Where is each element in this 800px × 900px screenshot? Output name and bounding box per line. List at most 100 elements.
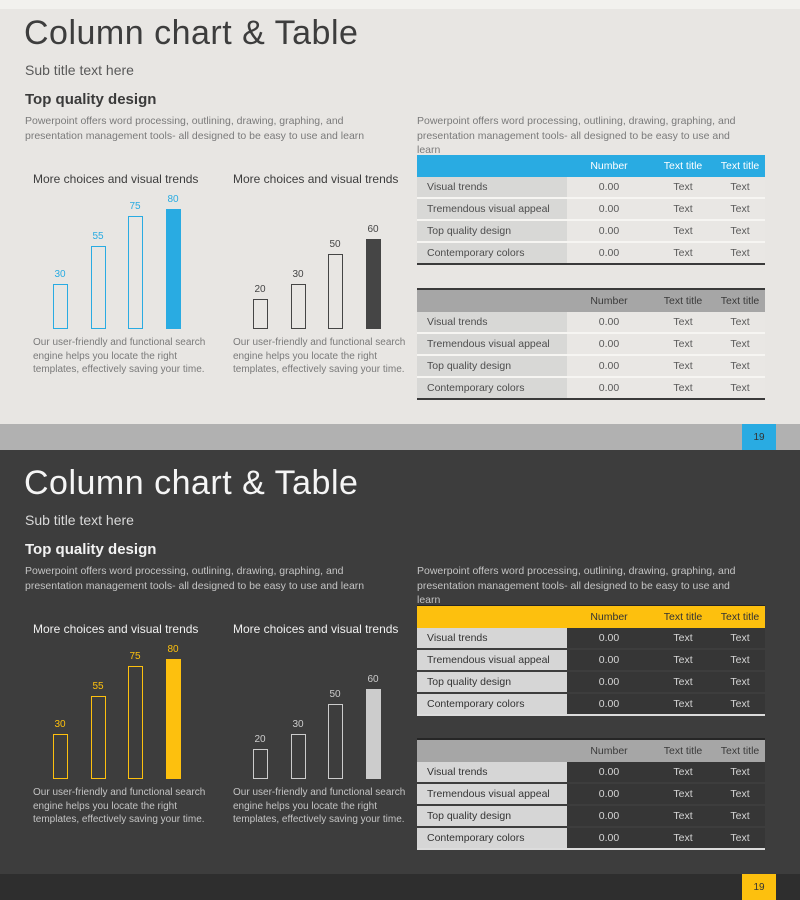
table-row: Visual trends 0.00 Text Text <box>417 177 765 199</box>
table-header-row: Number Text title Text title <box>417 740 765 762</box>
table-cell: Text <box>651 356 715 376</box>
table-cell: Text <box>651 199 715 219</box>
table-cell: 0.00 <box>567 628 651 648</box>
table-cell: Contemporary colors <box>417 243 567 263</box>
table-cell: Text <box>651 784 715 804</box>
column-chart-2: More choices and visual trends 20 30 50 60 Ou… <box>233 622 429 837</box>
table-cell: Text <box>651 221 715 241</box>
table-row: Tremendous visual appeal 0.00 Text Text <box>417 650 765 672</box>
table-header-cell: Text title <box>663 295 703 307</box>
section-heading: Top quality design <box>25 91 157 108</box>
page-subtitle: Sub title text here <box>25 62 134 78</box>
chart-bar-value: 55 <box>92 231 104 242</box>
table-header-cell: Text title <box>720 295 760 307</box>
chart-title: More choices and visual trends <box>233 622 399 636</box>
table-cell: Text <box>715 784 765 804</box>
table-cell: 0.00 <box>567 243 651 263</box>
chart-bar-value: 75 <box>129 651 141 662</box>
chart-bar-value: 20 <box>254 734 266 745</box>
chart-bar-value: 75 <box>129 201 141 212</box>
intro-paragraph-left: Powerpoint offers word processing, outli… <box>25 565 365 592</box>
table-header-cell <box>417 740 567 762</box>
table-cell: 0.00 <box>567 177 651 197</box>
table-cell: Contemporary colors <box>417 828 567 848</box>
table-row: Top quality design 0.00 Text Text <box>417 356 765 378</box>
table-cell: Text <box>715 243 765 263</box>
table-cell: Tremendous visual appeal <box>417 650 567 670</box>
chart-title: More choices and visual trends <box>33 622 199 636</box>
chart-bar <box>53 734 68 779</box>
table-row: Visual trends 0.00 Text Text <box>417 762 765 784</box>
table-header-cell <box>417 290 567 312</box>
chart-bar-value: 55 <box>92 681 104 692</box>
table-row: Top quality design 0.00 Text Text <box>417 806 765 828</box>
table-cell: Tremendous visual appeal <box>417 784 567 804</box>
table-cell: Contemporary colors <box>417 378 567 398</box>
page-subtitle: Sub title text here <box>25 512 134 528</box>
chart-bar <box>291 734 306 779</box>
table-cell: Visual trends <box>417 312 567 332</box>
data-table-2: Number Text title Text title Visual trends 0… <box>417 738 765 850</box>
chart-bars: 20 30 50 60 <box>233 646 423 779</box>
chart-bar <box>328 704 343 779</box>
table-cell: Top quality design <box>417 806 567 826</box>
chart-bar-value: 30 <box>292 719 304 730</box>
table-header-row: Number Text title Text title <box>417 155 765 177</box>
page-number-badge: 19 <box>742 424 776 450</box>
table-cell: Tremendous visual appeal <box>417 334 567 354</box>
table-header-cell: Text title <box>663 160 703 172</box>
table-cell: Text <box>651 177 715 197</box>
chart-caption: Our user-friendly and functional search … <box>33 337 206 375</box>
table-header-cell: Number <box>590 745 628 757</box>
chart-bar-value: 60 <box>367 674 379 685</box>
table-cell: Text <box>651 312 715 332</box>
table-row: Tremendous visual appeal 0.00 Text Text <box>417 334 765 356</box>
chart-caption: Our user-friendly and functional search … <box>33 787 206 825</box>
table-header-cell: Text title <box>663 611 703 623</box>
table-cell: Text <box>715 828 765 848</box>
table-row: Tremendous visual appeal 0.00 Text Text <box>417 199 765 221</box>
table-header-cell: Text title <box>720 611 760 623</box>
table-cell: Visual trends <box>417 762 567 782</box>
table-header-cell: Number <box>590 611 628 623</box>
page-number-badge: 19 <box>742 874 776 900</box>
table-cell: 0.00 <box>567 378 651 398</box>
table-row: Visual trends 0.00 Text Text <box>417 628 765 650</box>
table-cell: 0.00 <box>567 806 651 826</box>
section-heading: Top quality design <box>25 541 157 558</box>
slide-dark: Column chart & Table Sub title text here… <box>0 450 800 900</box>
table-row: Contemporary colors 0.00 Text Text <box>417 694 765 714</box>
chart-bar <box>291 284 306 329</box>
table-header-cell <box>417 606 567 628</box>
table-cell: Text <box>715 312 765 332</box>
table-header-cell: Text title <box>720 160 760 172</box>
chart-bars: 30 55 75 80 <box>33 194 223 329</box>
table-cell: 0.00 <box>567 828 651 848</box>
table-cell: 0.00 <box>567 762 651 782</box>
table-cell: Text <box>715 628 765 648</box>
table-row: Top quality design 0.00 Text Text <box>417 221 765 243</box>
chart-bar-value: 50 <box>329 239 341 250</box>
table-header-cell: Number <box>590 160 628 172</box>
chart-bar-value: 30 <box>292 269 304 280</box>
chart-bar-value: 50 <box>329 689 341 700</box>
table-cell: 0.00 <box>567 221 651 241</box>
table-cell: Text <box>651 334 715 354</box>
intro-paragraph-right: Powerpoint offers word processing, outli… <box>417 565 736 607</box>
table-cell: Top quality design <box>417 672 567 692</box>
data-table-2: Number Text title Text title Visual trends 0… <box>417 288 765 400</box>
chart-bar <box>91 696 106 779</box>
slide-light: Column chart & Table Sub title text here… <box>0 0 800 450</box>
table-row: Contemporary colors 0.00 Text Text <box>417 243 765 263</box>
table-cell: Text <box>715 762 765 782</box>
chart-caption: Our user-friendly and functional search … <box>233 337 406 375</box>
table-cell: 0.00 <box>567 312 651 332</box>
chart-bars: 30 55 75 80 <box>33 644 223 779</box>
chart-bar-value: 20 <box>254 284 266 295</box>
chart-bar-value: 30 <box>54 719 66 730</box>
table-cell: Text <box>715 334 765 354</box>
chart-title: More choices and visual trends <box>233 172 399 186</box>
table-cell: 0.00 <box>567 650 651 670</box>
table-cell: 0.00 <box>567 694 651 714</box>
